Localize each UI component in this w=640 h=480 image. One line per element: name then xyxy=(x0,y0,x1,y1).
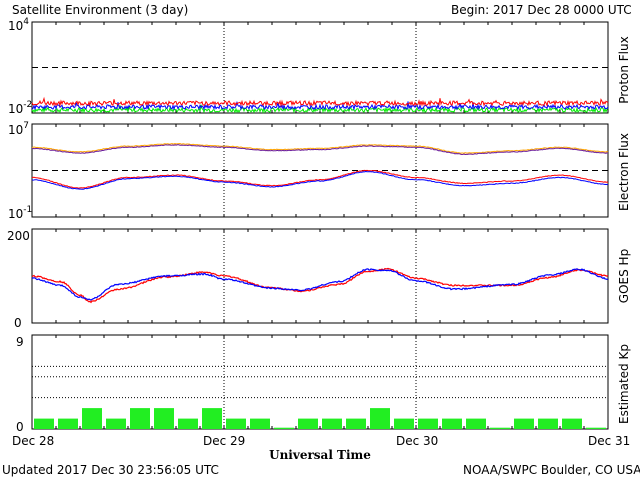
hp-ytick-top: 200 xyxy=(7,229,30,243)
kp-bar xyxy=(58,418,78,429)
hp-series-blue xyxy=(31,268,608,301)
kp-bar xyxy=(466,418,486,429)
kp-bar xyxy=(394,418,414,429)
kp-bar xyxy=(250,418,270,429)
x-axis-label: Universal Time xyxy=(269,448,371,462)
kp-bar xyxy=(130,408,150,429)
kp-bar xyxy=(202,408,222,429)
kp-bar xyxy=(34,418,54,429)
kp-bar xyxy=(298,418,318,429)
kp-bar xyxy=(178,418,198,429)
kp-bar xyxy=(514,418,534,429)
kp-bar xyxy=(370,408,390,429)
hp-ytick-bottom: 0 xyxy=(14,316,22,330)
begin-time: Begin: 2017 Dec 28 0000 UTC xyxy=(451,3,632,17)
kp-ylabel: Estimated Kp xyxy=(617,344,631,424)
electron-series-purple xyxy=(32,144,609,156)
kp-bar xyxy=(346,418,366,429)
credit: NOAA/SWPC Boulder, CO USA xyxy=(463,463,640,477)
xtick-dec29: Dec 29 xyxy=(203,434,245,448)
electron-ytick-bottom: 10-1 xyxy=(8,205,32,221)
xtick-dec30: Dec 30 xyxy=(396,434,438,448)
proton-ytick-bottom: 10-2 xyxy=(8,100,32,116)
proton-ytick-top: 104 xyxy=(8,17,29,33)
kp-bar xyxy=(586,427,606,429)
kp-bar xyxy=(418,418,438,429)
proton-series-red xyxy=(31,96,609,108)
kp-bar xyxy=(154,408,174,429)
hp-series-red xyxy=(31,267,609,304)
kp-ytick-top: 9 xyxy=(16,335,24,349)
kp-ytick-bottom: 0 xyxy=(16,420,24,434)
proton-ylabel: Proton Flux xyxy=(617,36,631,103)
xtick-dec28: Dec 28 xyxy=(12,434,54,448)
electron-ylabel: Electron Flux xyxy=(617,133,631,211)
kp-bar xyxy=(562,418,582,429)
kp-bar xyxy=(82,408,102,429)
electron-ytick-top: 107 xyxy=(8,121,29,137)
kp-bar xyxy=(106,418,126,429)
electron-series-red xyxy=(31,169,609,189)
kp-bar xyxy=(538,418,558,429)
kp-bar xyxy=(442,418,462,429)
electron-series-blue xyxy=(31,170,609,190)
hp-ylabel: GOES Hp xyxy=(617,249,631,303)
kp-bar xyxy=(226,418,246,429)
proton-series-green xyxy=(31,104,609,114)
xtick-dec31: Dec 31 xyxy=(588,434,630,448)
kp-bar xyxy=(274,427,294,429)
kp-bar xyxy=(322,418,342,429)
kp-bar xyxy=(490,427,510,429)
electron-series-orange xyxy=(31,142,609,154)
chart-title: Satellite Environment (3 day) xyxy=(12,3,188,17)
updated-timestamp: Updated 2017 Dec 30 23:56:05 UTC xyxy=(2,463,219,477)
